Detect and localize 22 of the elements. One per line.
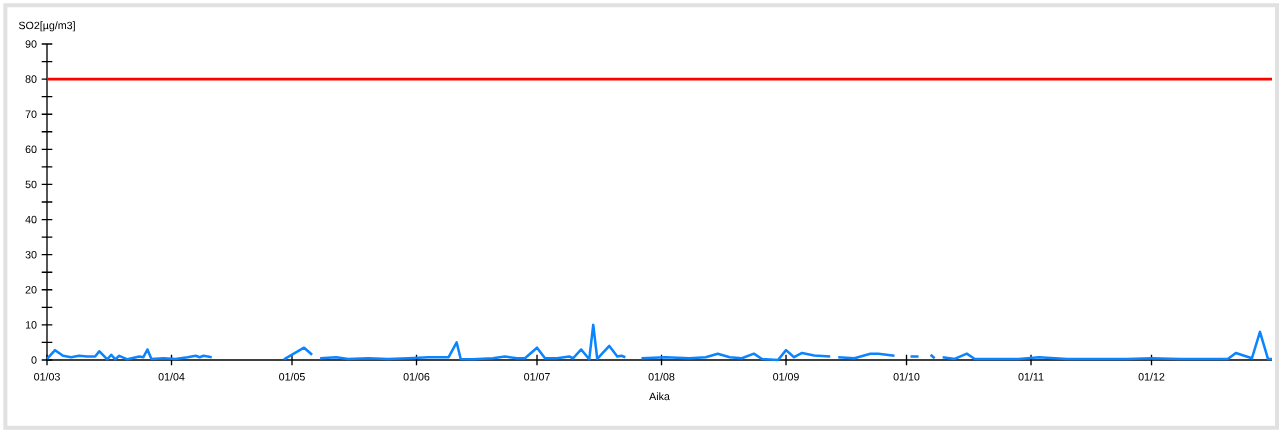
x-tick-label: 01/06 — [403, 372, 430, 381]
x-tick-label: 01/09 — [773, 372, 799, 381]
y-tick-label: 50 — [25, 180, 37, 189]
x-tick-label: 01/11 — [1018, 372, 1044, 381]
y-tick-label: 20 — [25, 286, 37, 294]
y-tick-label: 80 — [25, 75, 37, 83]
y-axis-title: SO2[µg/m3] — [18, 21, 75, 32]
y-tick-label: 10 — [25, 321, 37, 329]
x-axis-title: Aika — [649, 392, 670, 401]
y-tick-label: 0 — [31, 356, 37, 364]
x-tick-label: 01/05 — [279, 372, 305, 381]
x-tick-label: 01/08 — [648, 372, 675, 381]
y-tick-label: 40 — [25, 215, 37, 224]
x-tick-label: 01/12 — [1138, 372, 1165, 381]
y-tick-label: 90 — [25, 40, 37, 48]
y-tick-label: 70 — [25, 110, 37, 119]
x-tick-label: 01/03 — [34, 372, 60, 381]
y-tick-label: 30 — [25, 250, 37, 259]
y-tick-label: 60 — [25, 145, 37, 154]
x-tick-label: 01/07 — [524, 372, 550, 381]
x-tick-label: 01/10 — [893, 372, 920, 381]
x-tick-label: 01/04 — [158, 372, 185, 381]
